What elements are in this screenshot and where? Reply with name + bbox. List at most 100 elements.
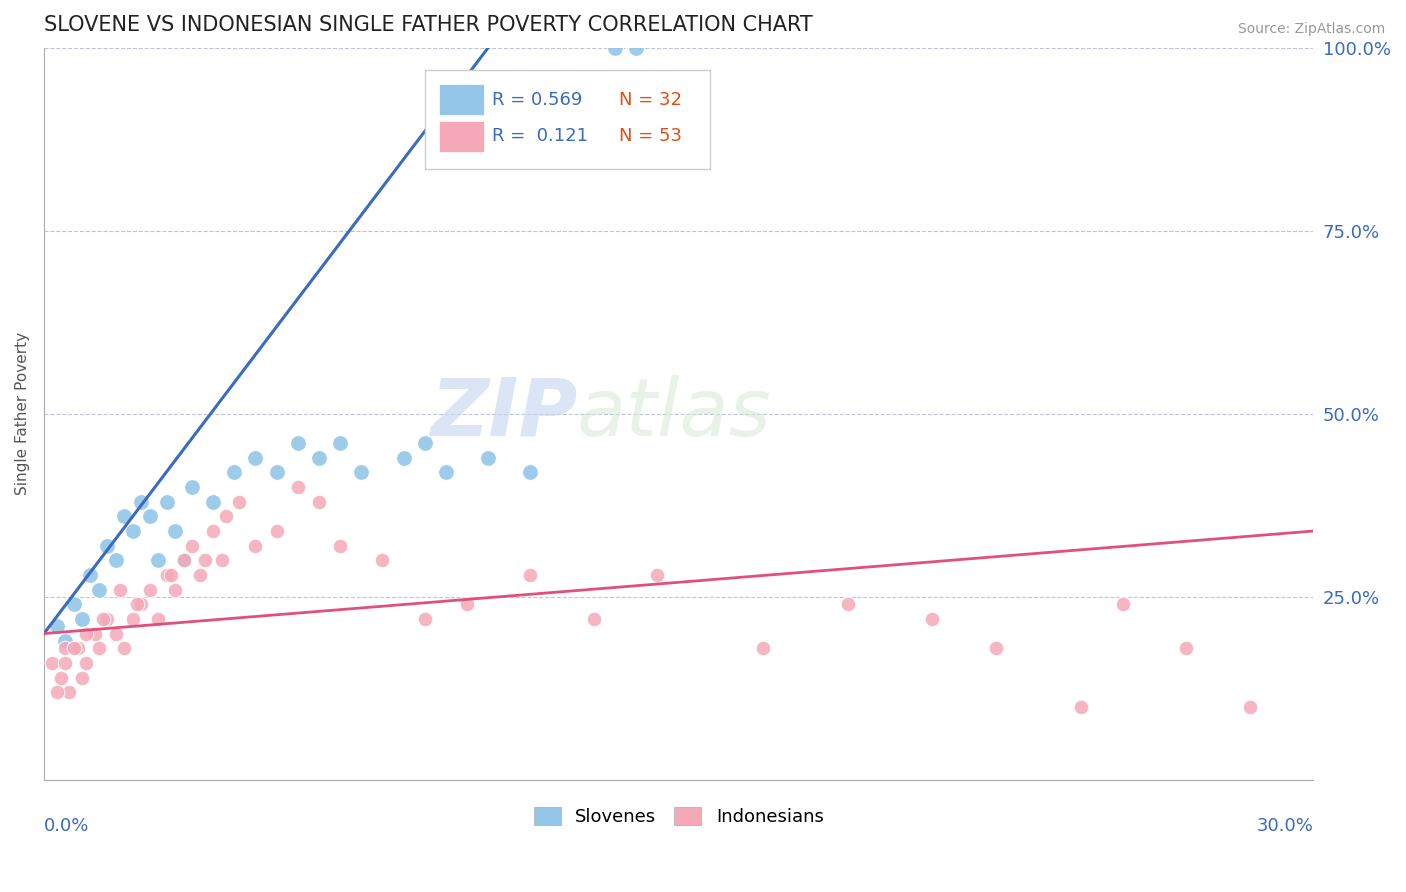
Point: [62, 597, 84, 611]
Point: [159, 568, 181, 582]
Point: [215, 509, 238, 524]
Point: [138, 509, 160, 524]
Text: 30.0%: 30.0%: [1257, 817, 1313, 835]
Point: [66, 641, 89, 656]
Point: [202, 494, 225, 508]
Point: [79, 568, 101, 582]
Point: [87, 641, 110, 656]
FancyBboxPatch shape: [425, 70, 710, 169]
Point: [224, 466, 246, 480]
FancyBboxPatch shape: [439, 84, 484, 115]
Point: [121, 524, 143, 538]
Point: [626, 40, 648, 54]
Point: [173, 553, 195, 567]
Point: [96, 539, 118, 553]
Point: [83, 626, 105, 640]
Text: R = 0.569: R = 0.569: [492, 91, 582, 109]
Point: [45, 685, 67, 699]
Point: [181, 539, 204, 553]
Point: [582, 612, 605, 626]
Point: [45, 619, 67, 633]
Point: [104, 553, 127, 567]
Point: [456, 597, 478, 611]
Point: [413, 436, 436, 450]
Point: [308, 450, 330, 465]
Point: [75, 626, 97, 640]
Point: [308, 494, 330, 508]
Point: [190, 568, 212, 582]
Point: [245, 450, 267, 465]
FancyBboxPatch shape: [439, 121, 484, 152]
Point: [329, 436, 352, 450]
Point: [752, 641, 775, 656]
Point: [112, 641, 135, 656]
Point: [984, 641, 1007, 656]
Point: [155, 494, 177, 508]
Text: Source: ZipAtlas.com: Source: ZipAtlas.com: [1237, 22, 1385, 37]
Point: [371, 553, 394, 567]
Point: [62, 641, 84, 656]
Point: [41, 656, 63, 670]
Point: [53, 641, 76, 656]
Point: [287, 480, 309, 494]
Point: [165, 582, 187, 597]
Legend: Slovenes, Indonesians: Slovenes, Indonesians: [526, 799, 831, 833]
Point: [165, 524, 187, 538]
Point: [266, 466, 288, 480]
Point: [228, 494, 250, 508]
Text: 0.0%: 0.0%: [44, 817, 89, 835]
Point: [647, 568, 669, 582]
Text: N = 53: N = 53: [619, 128, 682, 145]
Text: N = 32: N = 32: [619, 91, 682, 109]
Point: [287, 436, 309, 450]
Point: [49, 671, 72, 685]
Point: [173, 553, 195, 567]
Point: [155, 568, 177, 582]
Point: [53, 634, 76, 648]
Point: [1112, 597, 1135, 611]
Point: [603, 40, 626, 54]
Point: [434, 466, 457, 480]
Point: [266, 524, 288, 538]
Point: [146, 612, 169, 626]
Point: [413, 612, 436, 626]
Point: [91, 612, 114, 626]
Point: [70, 671, 93, 685]
Point: [87, 582, 110, 597]
Point: [1239, 699, 1261, 714]
Point: [1070, 699, 1092, 714]
Point: [125, 597, 148, 611]
Point: [146, 553, 169, 567]
Point: [837, 597, 859, 611]
Point: [1175, 641, 1198, 656]
Point: [181, 480, 204, 494]
Point: [329, 539, 352, 553]
Point: [129, 494, 152, 508]
Text: R =  0.121: R = 0.121: [492, 128, 588, 145]
Point: [53, 656, 76, 670]
Text: SLOVENE VS INDONESIAN SINGLE FATHER POVERTY CORRELATION CHART: SLOVENE VS INDONESIAN SINGLE FATHER POVE…: [44, 15, 813, 35]
Point: [211, 553, 233, 567]
Point: [70, 612, 93, 626]
Text: atlas: atlas: [576, 375, 772, 453]
Point: [138, 582, 160, 597]
Point: [245, 539, 267, 553]
Text: ZIP: ZIP: [430, 375, 576, 453]
Point: [519, 568, 541, 582]
Point: [104, 626, 127, 640]
Point: [921, 612, 943, 626]
Point: [75, 656, 97, 670]
Point: [112, 509, 135, 524]
Point: [108, 582, 131, 597]
Y-axis label: Single Father Poverty: Single Father Poverty: [15, 333, 30, 495]
Point: [392, 450, 415, 465]
Point: [194, 553, 217, 567]
Point: [96, 612, 118, 626]
Point: [350, 466, 373, 480]
Point: [121, 612, 143, 626]
Point: [129, 597, 152, 611]
Point: [477, 450, 499, 465]
Point: [58, 685, 80, 699]
Point: [519, 466, 541, 480]
Point: [202, 524, 225, 538]
